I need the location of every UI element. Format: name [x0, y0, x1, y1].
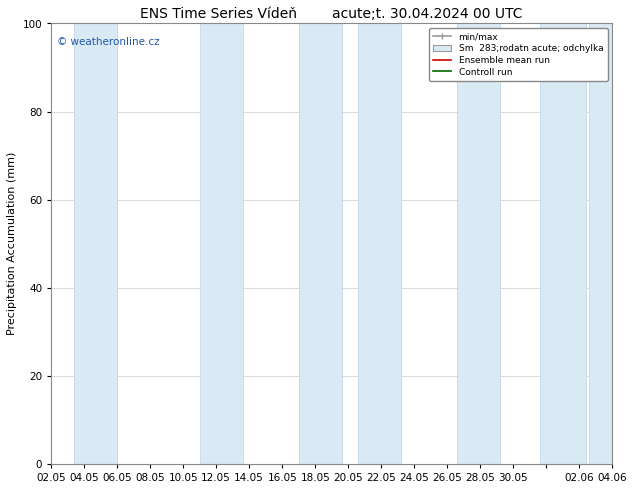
- Legend: min/max, Sm  283;rodatn acute; odchylka, Ensemble mean run, Controll run: min/max, Sm 283;rodatn acute; odchylka, …: [429, 28, 608, 81]
- Bar: [457, 24, 500, 464]
- Bar: [74, 24, 117, 464]
- Bar: [200, 24, 243, 464]
- Bar: [589, 24, 612, 464]
- Y-axis label: Precipitation Accumulation (mm): Precipitation Accumulation (mm): [7, 152, 17, 336]
- Title: ENS Time Series Vídeň        acute;t. 30.04.2024 00 UTC: ENS Time Series Vídeň acute;t. 30.04.202…: [141, 7, 523, 21]
- Bar: [358, 24, 401, 464]
- Bar: [540, 24, 586, 464]
- Bar: [299, 24, 342, 464]
- Text: © weatheronline.cz: © weatheronline.cz: [57, 37, 159, 47]
